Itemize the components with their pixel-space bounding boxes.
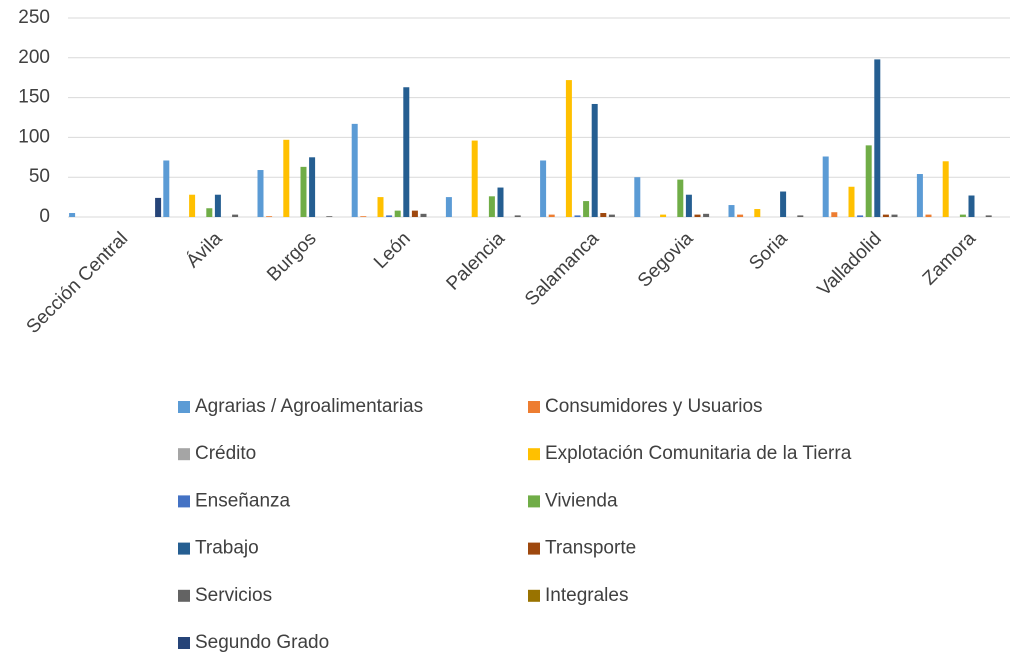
x-tick-label: Soria <box>745 228 792 275</box>
bar <box>694 214 701 217</box>
bar <box>608 214 615 217</box>
x-tick-label: León <box>370 228 415 273</box>
legend-label: Segundo Grado <box>195 632 329 653</box>
bar <box>420 213 427 217</box>
bar <box>600 213 607 217</box>
bar <box>326 216 333 217</box>
bar <box>780 191 787 217</box>
bar <box>360 216 367 217</box>
legend-swatch <box>178 542 190 555</box>
legend-label: Agrarias / Agroalimentarias <box>195 396 423 417</box>
bar <box>403 87 410 217</box>
bar <box>754 209 761 217</box>
y-tick-label: 50 <box>29 166 50 187</box>
bar <box>822 156 829 217</box>
bar <box>634 177 641 217</box>
bar <box>386 215 393 217</box>
legend-label: Trabajo <box>195 538 259 559</box>
y-tick-label: 250 <box>18 7 50 28</box>
bar <box>959 214 966 217</box>
bar <box>882 214 889 217</box>
legend-swatch <box>528 589 540 602</box>
y-tick-label: 200 <box>18 47 50 68</box>
legend-label: Enseñanza <box>195 490 291 511</box>
bar <box>925 214 932 217</box>
bar <box>848 186 855 217</box>
bar <box>514 215 521 217</box>
bar <box>394 210 401 217</box>
legend-swatch <box>178 448 190 461</box>
bar <box>471 140 478 217</box>
legend-label: Vivienda <box>545 490 618 511</box>
legend-label: Crédito <box>195 443 256 464</box>
x-tick-label: Salamanca <box>521 228 603 310</box>
bar <box>300 166 307 217</box>
bar <box>831 212 838 217</box>
bar <box>377 197 384 217</box>
bar <box>155 197 162 217</box>
y-tick-label: 100 <box>18 126 50 147</box>
y-tick-label: 0 <box>39 206 50 227</box>
bar <box>548 214 555 217</box>
bar <box>565 80 572 217</box>
bar <box>865 145 872 217</box>
bar <box>703 213 710 217</box>
bar <box>309 157 316 217</box>
bar <box>445 197 452 217</box>
bar <box>891 214 898 217</box>
bar <box>257 170 264 217</box>
legend-swatch <box>178 495 190 508</box>
bar <box>540 160 547 217</box>
bar <box>985 215 992 217</box>
x-tick-label: Segovia <box>634 228 698 292</box>
legend-label: Servicios <box>195 585 272 606</box>
legend-label: Consumidores y Usuarios <box>545 396 763 417</box>
bar <box>942 161 949 217</box>
x-tick-label: Burgos <box>263 228 320 285</box>
legend-swatch <box>178 637 190 649</box>
x-tick-label: Sección Central <box>22 228 132 338</box>
x-tick-label: Ávila <box>182 228 226 272</box>
x-tick-label: Zamora <box>919 228 980 289</box>
bar <box>232 214 239 217</box>
bar <box>266 216 273 217</box>
bar <box>69 213 76 217</box>
bar <box>591 103 598 217</box>
bar <box>411 210 418 217</box>
legend-label: Integrales <box>545 585 628 606</box>
bar <box>189 194 196 217</box>
legend-swatch <box>178 589 190 602</box>
bar <box>660 214 667 217</box>
bar <box>916 174 923 217</box>
legend-swatch <box>528 448 540 461</box>
x-tick-label: Valladolid <box>814 228 886 300</box>
bar <box>574 215 581 217</box>
legend-swatch <box>178 401 190 413</box>
x-tick-label: Palencia <box>443 228 510 295</box>
bar <box>797 215 804 217</box>
bar <box>857 215 864 217</box>
bar <box>583 201 590 217</box>
legend-swatch <box>528 401 540 413</box>
bar <box>163 160 170 217</box>
bar <box>874 59 881 217</box>
bar <box>283 139 290 217</box>
bar <box>351 123 358 217</box>
bar <box>206 208 213 217</box>
y-tick-label: 150 <box>18 87 50 108</box>
bar <box>497 187 504 217</box>
legend-label: Transporte <box>545 538 636 559</box>
legend-swatch <box>528 542 540 555</box>
legend-label: Explotación Comunitaria de la Tierra <box>545 443 852 464</box>
bar <box>214 194 221 217</box>
bar <box>968 195 975 217</box>
bar <box>728 205 735 217</box>
bar <box>488 196 495 217</box>
bar <box>737 214 744 217</box>
bar <box>685 194 692 217</box>
legend-swatch <box>528 495 540 508</box>
bar <box>677 179 684 217</box>
